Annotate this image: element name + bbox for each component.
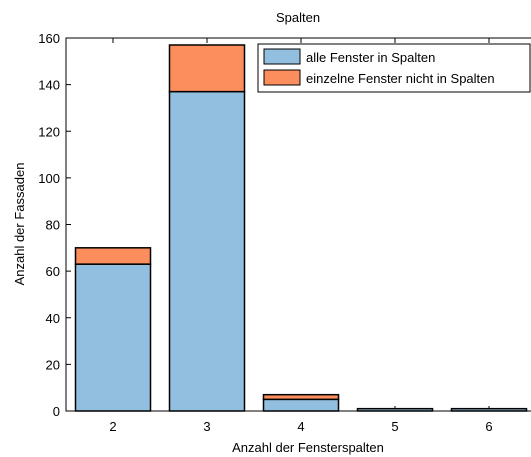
y-axis-label: Anzahl der Fassaden [12, 163, 27, 286]
bar-einzelne-fenster-2 [74, 247, 152, 265]
x-tick-label: 2 [109, 419, 116, 434]
y-tick-label: 120 [38, 124, 60, 139]
bar-einzelne-fenster-3 [168, 44, 246, 93]
x-tick-label: 3 [203, 419, 210, 434]
y-tick-label: 0 [53, 404, 60, 419]
legend-box [257, 43, 531, 93]
legend-swatch [263, 48, 301, 65]
y-tick-labels: 0 20 40 60 80 100 120 140 160 [38, 31, 60, 419]
y-tick-label: 80 [46, 218, 60, 233]
y-tick-label: 160 [38, 31, 60, 46]
plot-area-frame [65, 37, 531, 412]
y-tick-label: 140 [38, 78, 60, 93]
bar-alle-fenster-3 [168, 90, 246, 412]
bar-alle-fenster-4 [262, 398, 340, 412]
chart-title: Spalten [276, 10, 320, 25]
bars-group [74, 44, 528, 412]
x-tick-label: 5 [391, 419, 398, 434]
y-tick-label: 100 [38, 171, 60, 186]
x-tick-label: 4 [297, 419, 304, 434]
y-tick-label: 60 [46, 264, 60, 279]
legend: alle Fenster in Spalten einzelne Fenster … [257, 43, 531, 93]
x-tick-label: 6 [485, 419, 492, 434]
legend-label: einzelne Fenster nicht in Spalten [306, 71, 495, 86]
y-tick-label: 20 [46, 357, 60, 372]
legend-swatch [263, 69, 301, 86]
y-tick-label: 40 [46, 311, 60, 326]
x-axis-label: Anzahl der Fensterspalten [232, 440, 384, 455]
x-tick-labels: 2 3 4 5 6 [109, 419, 492, 434]
legend-label: alle Fenster in Spalten [306, 50, 435, 65]
bar-einzelne-fenster-4 [262, 393, 340, 401]
bar-alle-fenster-2 [74, 263, 152, 412]
